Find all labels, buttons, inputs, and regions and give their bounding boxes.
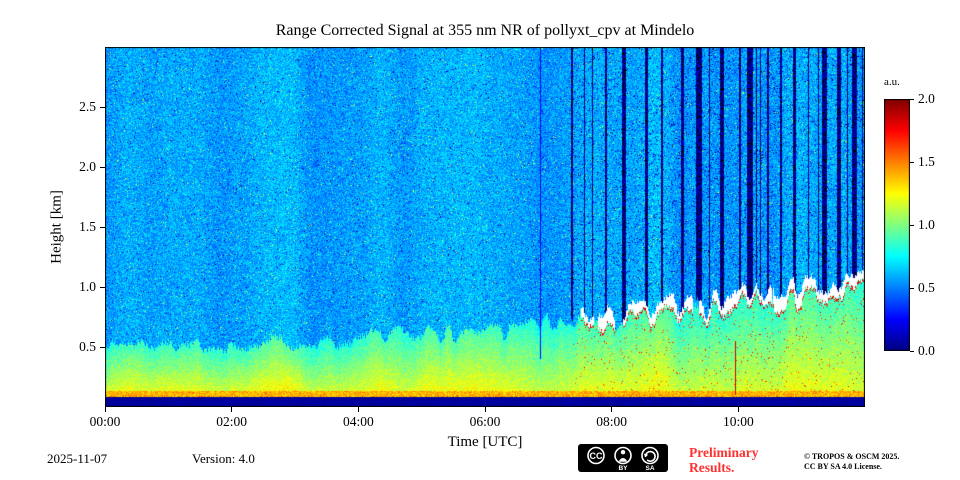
y-tick-label: 1.5 [79, 219, 96, 234]
preliminary-line-2: Results. [689, 460, 735, 475]
colorbar-unit-label: a.u. [884, 76, 900, 88]
version-label: Version: 4.0 [192, 451, 255, 466]
cc-badge-graphic: CC BY SA [578, 444, 668, 472]
measurement-date: 2025-11-07 [47, 451, 108, 466]
y-tick-label: 0.5 [79, 339, 96, 354]
x-tick-mark [357, 407, 359, 412]
colorbar-tick-mark [910, 161, 914, 163]
colorbar-tick-label: 1.0 [918, 217, 935, 232]
x-tick-label: 04:00 [342, 414, 374, 429]
chart-title: Range Corrected Signal at 355 nm NR of p… [275, 22, 695, 39]
colorbar-tick-mark [910, 224, 914, 226]
svg-text:CC: CC [590, 451, 603, 461]
x-tick-mark [737, 407, 739, 412]
x-axis-label: Time [UTC] [447, 434, 523, 450]
share-alike-icon [641, 446, 659, 465]
license-line-2: CC BY SA 4.0 License. [804, 461, 882, 471]
colorbar-tick-mark [910, 287, 914, 289]
license-line-1: © TROPOS & OSCM 2025. [804, 452, 900, 461]
x-tick-label: 06:00 [469, 414, 501, 429]
cc-icon: CC [587, 446, 605, 465]
y-tick-mark [100, 106, 105, 108]
colorbar [884, 99, 910, 351]
heatmap-plot [105, 47, 865, 407]
x-tick-mark [231, 407, 233, 412]
x-tick-mark [611, 407, 613, 412]
x-tick-mark [104, 407, 106, 412]
person-icon [614, 446, 632, 465]
colorbar-tick-label: 1.5 [918, 154, 935, 169]
colorbar-tick-mark [910, 98, 914, 100]
license-note: © TROPOS & OSCM 2025. CC BY SA 4.0 Licen… [804, 452, 899, 471]
y-tick-mark [100, 346, 105, 348]
badge-by-text: BY [618, 465, 628, 472]
colorbar-tick-label: 0.5 [918, 280, 935, 295]
colorbar-tick-label: 0.0 [918, 343, 935, 358]
y-tick-label: 2.5 [79, 99, 96, 114]
colorbar-tick-mark [910, 350, 914, 352]
x-tick-label: 00:00 [89, 414, 121, 429]
x-tick-label: 02:00 [216, 414, 248, 429]
x-tick-label: 10:00 [722, 414, 754, 429]
colorbar-tick-label: 2.0 [918, 91, 935, 106]
y-tick-label: 2.0 [79, 159, 96, 174]
preliminary-line-1: Preliminary [689, 445, 759, 460]
x-tick-label: 08:00 [596, 414, 628, 429]
y-tick-mark [100, 166, 105, 168]
y-tick-mark [100, 226, 105, 228]
preliminary-results-note: Preliminary Results. [689, 445, 758, 475]
y-tick-mark [100, 286, 105, 288]
badge-sa-text: SA [645, 465, 654, 472]
y-tick-label: 1.0 [79, 279, 96, 294]
cc-license-badge: CC BY SA [578, 444, 668, 472]
x-tick-mark [484, 407, 486, 412]
